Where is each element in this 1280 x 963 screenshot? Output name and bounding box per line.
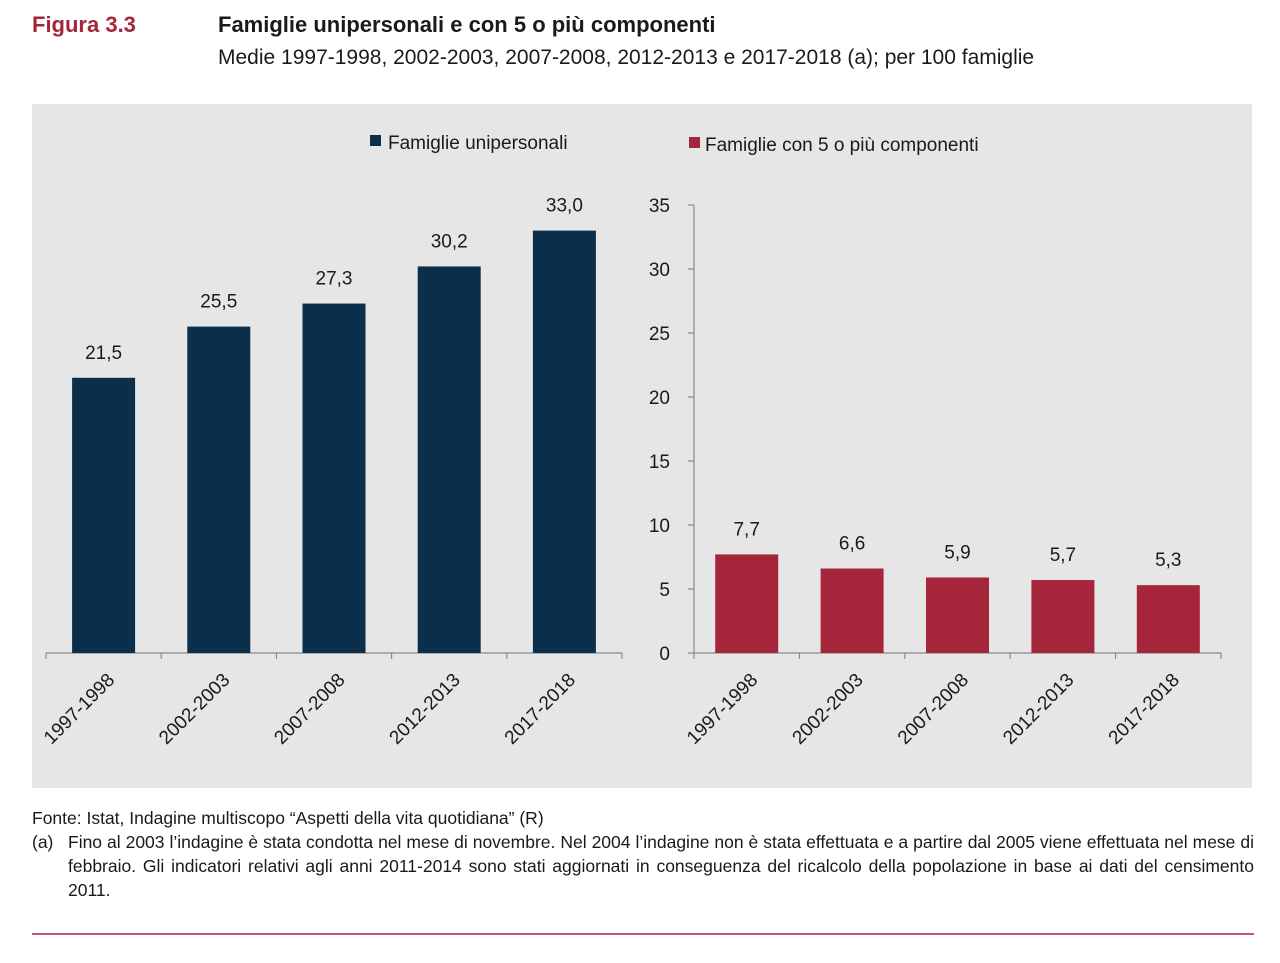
value-label-left-1997-1998: 21,5 <box>85 343 122 364</box>
bar-right-2012-2013 <box>1031 580 1095 653</box>
figure-subtitle: Medie 1997-1998, 2002-2003, 2007-2008, 2… <box>218 46 1035 69</box>
category-label-left-2012-2013: 2012-2013 <box>386 670 465 749</box>
value-label-left-2007-2008: 27,3 <box>316 269 353 290</box>
legend-swatch-left <box>370 135 381 146</box>
bar-right-1997-1998 <box>715 554 779 653</box>
category-label-right-2012-2013: 2012-2013 <box>999 670 1078 749</box>
bar-left-2002-2003 <box>187 326 251 653</box>
category-label-left-2002-2003: 2002-2003 <box>155 670 234 749</box>
y-tick-label-20: 20 <box>649 388 670 409</box>
category-label-right-1997-1998: 1997-1998 <box>683 670 762 749</box>
category-label-left-2017-2018: 2017-2018 <box>501 670 580 749</box>
bar-right-2002-2003 <box>820 568 884 653</box>
y-tick-label-5: 5 <box>659 580 670 601</box>
value-label-right-2017-2018: 5,3 <box>1155 550 1181 571</box>
bar-charts: Famiglie unipersonali 21,5 1997-1998 25,5 20… <box>40 133 1222 749</box>
y-tick-label-35: 35 <box>649 196 670 217</box>
footnote-a-text: Fino al 2003 l’indagine è stata condotta… <box>68 832 1254 900</box>
y-tick-label-10: 10 <box>649 516 670 537</box>
figure-label: Figura 3.3 <box>32 12 136 37</box>
value-label-right-2002-2003: 6,6 <box>839 534 865 555</box>
value-label-left-2017-2018: 33,0 <box>546 196 583 217</box>
source-note: Fonte: Istat, Indagine multiscopo “Aspet… <box>32 808 544 828</box>
y-tick-label-15: 15 <box>649 452 670 473</box>
figure-title: Famiglie unipersonali e con 5 o più comp… <box>218 12 716 37</box>
footnote-a: (a) Fino al 2003 l’indagine è stata cond… <box>32 830 1254 902</box>
legend-label-left: Famiglie unipersonali <box>388 133 568 154</box>
legend-swatch-right <box>689 137 700 148</box>
bottom-divider <box>32 933 1254 935</box>
category-label-left-2007-2008: 2007-2008 <box>270 670 349 749</box>
category-label-right-2002-2003: 2002-2003 <box>789 670 868 749</box>
bar-left-2012-2013 <box>417 266 481 653</box>
y-tick-label-25: 25 <box>649 324 670 345</box>
bar-right-2007-2008 <box>926 577 989 653</box>
category-label-right-2007-2008: 2007-2008 <box>894 670 973 749</box>
category-label-left-1997-1998: 1997-1998 <box>40 670 119 749</box>
y-tick-label-30: 30 <box>649 260 670 281</box>
bar-left-2007-2008 <box>302 303 366 653</box>
value-label-right-2007-2008: 5,9 <box>944 542 970 563</box>
value-label-left-2002-2003: 25,5 <box>200 292 237 313</box>
bar-left-1997-1998 <box>72 377 136 653</box>
value-label-right-2012-2013: 5,7 <box>1050 545 1076 566</box>
bar-right-2017-2018 <box>1136 585 1200 653</box>
category-label-right-2017-2018: 2017-2018 <box>1105 670 1184 749</box>
footnote-a-tag: (a) <box>32 832 54 852</box>
y-tick-label-0: 0 <box>659 644 670 665</box>
legend-label-right: Famiglie con 5 o più componenti <box>705 135 979 156</box>
chart-panel: Famiglie unipersonali 21,5 1997-1998 25,5 20… <box>32 104 1252 788</box>
value-label-left-2012-2013: 30,2 <box>431 231 468 252</box>
value-label-right-1997-1998: 7,7 <box>733 519 759 540</box>
figure-notes: Fonte: Istat, Indagine multiscopo “Aspet… <box>32 806 1254 902</box>
bar-left-2017-2018 <box>532 230 596 653</box>
